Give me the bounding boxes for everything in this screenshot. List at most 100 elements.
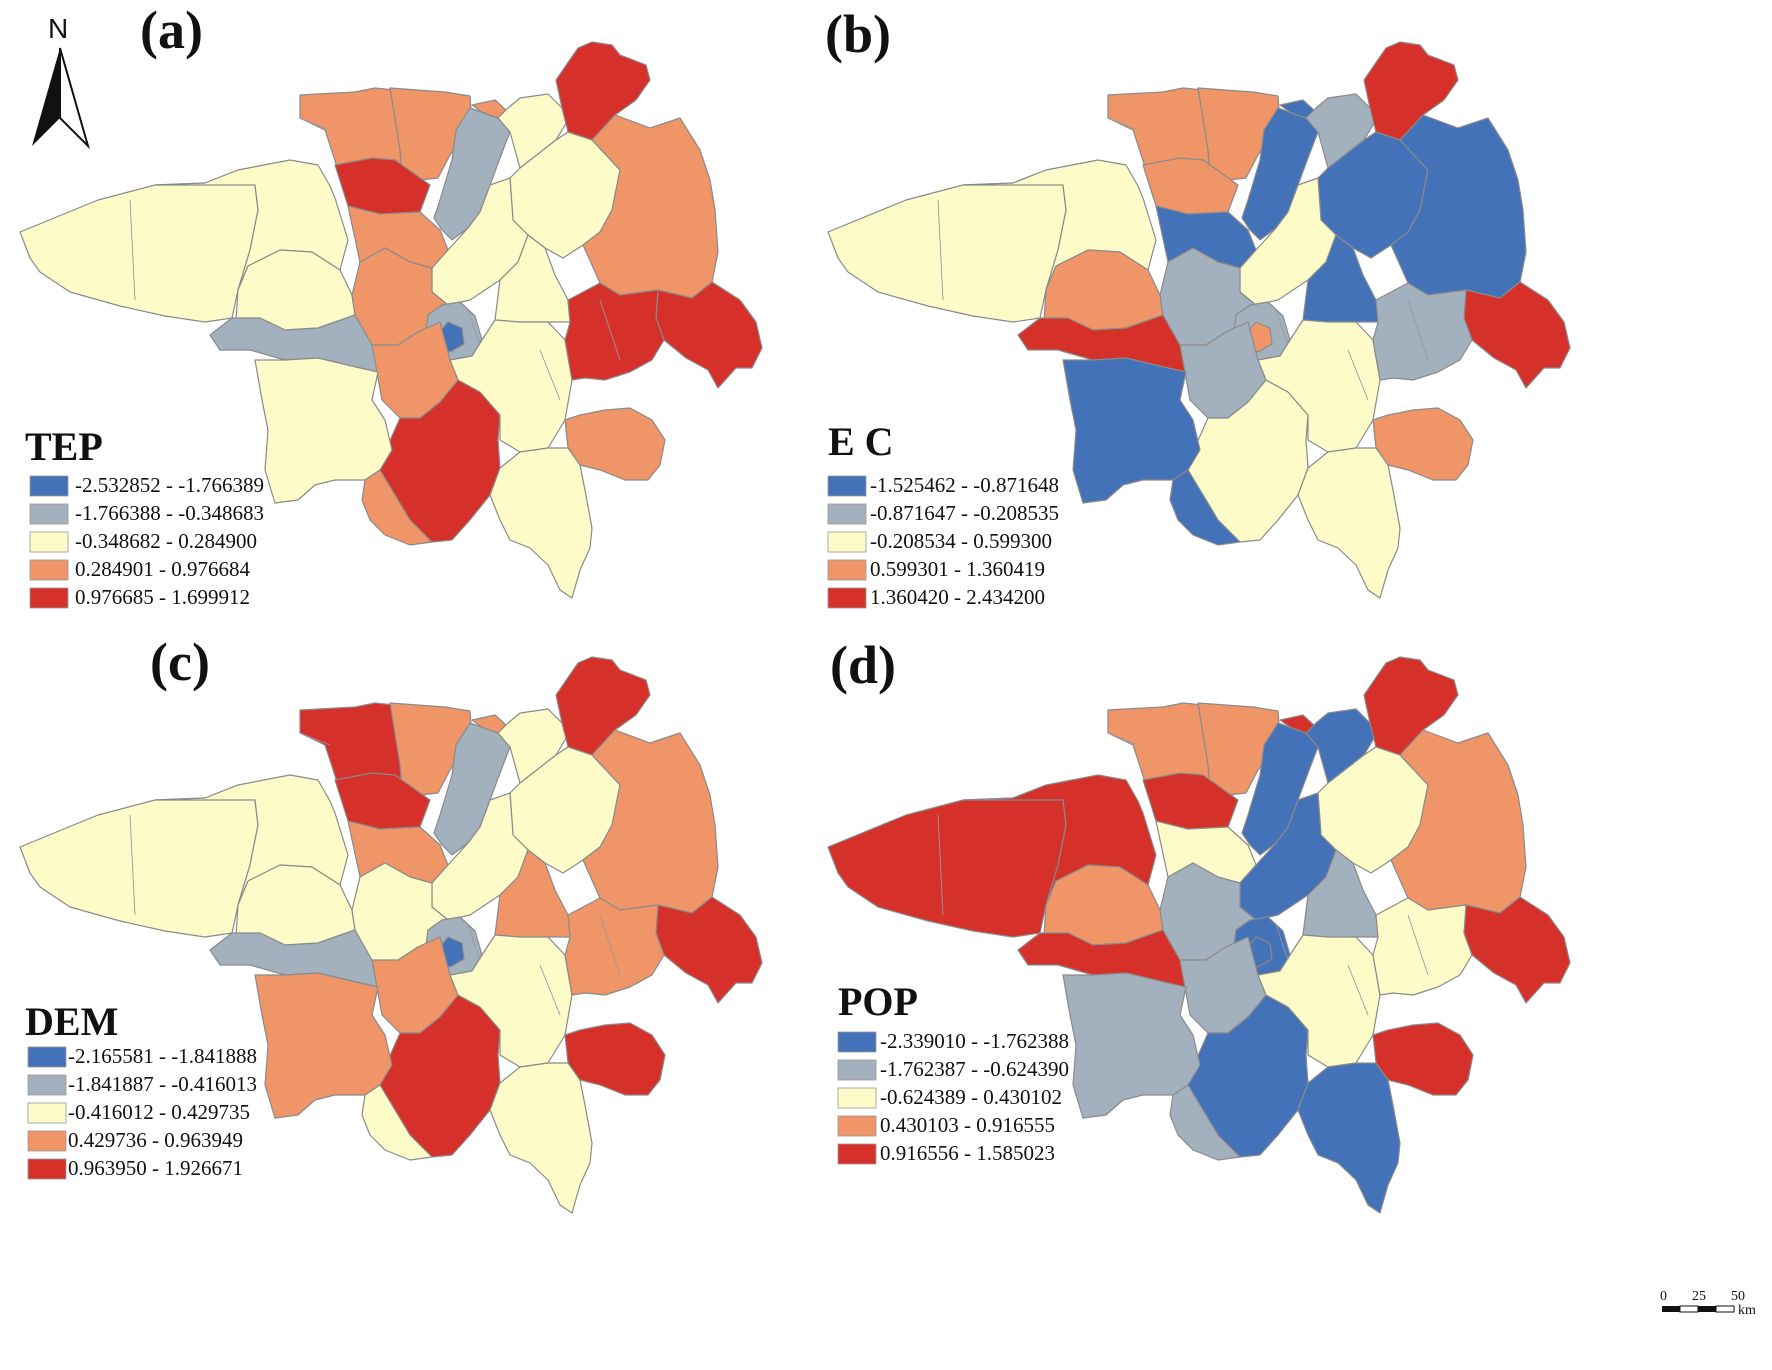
legend-label-c-2: -1.841887 - -0.416013 [68,1072,257,1096]
region-d-20 [1463,896,1571,1004]
region-a-25 [489,447,593,599]
region-d-25 [1297,1062,1401,1214]
map-panel-c: (c) DEM-2.165581 - -1.841888 -1.841887 - -… [19,632,763,1214]
legend-swatch-c-1 [27,1046,67,1068]
inner-boundary-a-3 [539,349,561,401]
region-c-25 [489,1062,593,1214]
north-arrow-left-half [32,48,60,146]
panel-label-d: (d) [830,635,896,695]
region-b-1 [827,169,1067,323]
legend-label-b-5: 1.360420 - 2.434200 [870,585,1045,609]
inner-boundary-c-3 [539,964,561,1016]
legend-title-b: E C [828,419,894,464]
legend-swatch-c-3 [27,1102,67,1124]
legend-swatch-d-2 [837,1059,877,1081]
map-panel-a: (a) TEP -2.532852 - -1.766389 -1.766388 - -… [19,0,763,609]
legend-label-a-2: -1.766388 - -0.348683 [75,501,264,525]
legend-swatch-b-1 [827,475,867,497]
map-panel-b: (b) E C -1.525462 - -0.871648 -0.871647 - -… [825,4,1571,609]
region-c-27 [361,1084,433,1161]
north-arrow-label: N [48,13,68,44]
legend-label-d-5: 0.916556 - 1.585023 [880,1141,1055,1165]
legend-swatch-b-4 [827,559,867,581]
legend-swatch-c-2 [27,1074,67,1096]
region-b-25 [1297,447,1401,599]
region-a-20 [655,281,763,389]
scale-seg-4 [1715,1305,1735,1313]
inner-boundary-d-1 [937,814,944,916]
legend-swatch-b-2 [827,503,867,525]
region-d-28 [1372,897,1473,996]
scale-tick-0: 0 [1660,1289,1667,1304]
legend-title-c: DEM [25,999,118,1044]
inner-boundary-d-4 [1407,914,1429,976]
scale-tick-25: 25 [1692,1289,1706,1304]
region-d-27 [1169,1084,1241,1161]
inner-boundary-c-2 [467,924,481,961]
legend-label-c-1: -2.165581 - -1.841888 [68,1044,257,1068]
region-c-9 [433,722,511,856]
map-a [19,41,763,599]
legend-label-a-5: 0.976685 - 1.699912 [75,585,250,609]
panel-label-a: (a) [140,0,203,60]
region-c-1 [19,784,259,938]
legend-label-a-4: 0.284901 - 0.976684 [75,557,250,581]
legend-label-a-3: -0.348682 - 0.284900 [75,529,257,553]
inner-boundary-d-2 [1275,924,1289,961]
inner-boundary-c-1 [129,814,136,916]
legend-label-d-2: -1.762387 - -0.624390 [880,1057,1069,1081]
legend-label-d-4: 0.430103 - 0.916555 [880,1113,1055,1137]
inner-boundary-d-3 [1347,964,1369,1016]
region-b-27 [1169,469,1241,546]
region-c-28 [564,897,665,996]
legend-swatch-d-1 [837,1031,877,1053]
legend-label-d-3: -0.624389 - 0.430102 [880,1085,1062,1109]
legend-label-c-3: -0.416012 - 0.429735 [68,1100,250,1124]
inner-boundary-a-2 [467,309,481,346]
inner-boundary-b-4 [1407,299,1429,361]
legend-swatch-d-4 [837,1115,877,1137]
legend-swatch-a-5 [29,587,69,609]
region-a-28 [564,282,665,381]
inner-boundary-b-3 [1347,349,1369,401]
inner-boundary-b-2 [1275,309,1289,346]
legend-title-a: TEP [25,424,103,469]
region-a-27 [361,469,433,546]
scale-seg-3 [1698,1306,1716,1312]
legend-swatch-b-5 [827,587,867,609]
north-arrow-right-half [59,47,91,150]
scale-unit: km [1738,1303,1756,1318]
legend-label-c-4: 0.429736 - 0.963949 [68,1128,243,1152]
inner-boundary-a-5 [299,117,331,131]
region-a-1 [19,169,259,323]
inner-boundary-c-5 [299,732,331,746]
region-d-9 [1241,722,1319,856]
legend-swatch-b-3 [827,531,867,553]
legend-swatch-d-3 [837,1087,877,1109]
inner-boundary-b-5 [1107,117,1139,131]
region-d-1 [827,784,1067,938]
scale-tick-50: 50 [1731,1289,1745,1304]
map-b [827,41,1571,599]
north-arrow: N [32,13,91,150]
legend-swatch-a-2 [29,503,69,525]
scale-seg-2 [1679,1305,1699,1313]
legend-swatch-a-4 [29,559,69,581]
scale-seg-1 [1662,1306,1680,1312]
legend-title-d: POP [838,979,918,1024]
scale-bar: 0 25 50 km [1660,1289,1756,1318]
legend-swatch-a-1 [29,475,69,497]
panel-label-b: (b) [825,4,891,64]
panel-label-c: (c) [150,632,210,692]
region-b-20 [1463,281,1571,389]
inner-boundary-a-1 [129,199,136,301]
legend-label-c-5: 0.963950 - 1.926671 [68,1156,243,1180]
legend-label-d-1: -2.339010 - -1.762388 [880,1029,1069,1053]
legend-swatch-a-3 [29,531,69,553]
region-c-20 [655,896,763,1004]
map-panel-d: (d) POP -2.339010 - -1.762388 -1.762387 - -… [827,635,1571,1214]
region-b-9 [1241,107,1319,241]
map-c [19,656,763,1214]
panels-root: (a) TEP -2.532852 - -1.766389 -1.766388 - -… [19,0,1571,1214]
